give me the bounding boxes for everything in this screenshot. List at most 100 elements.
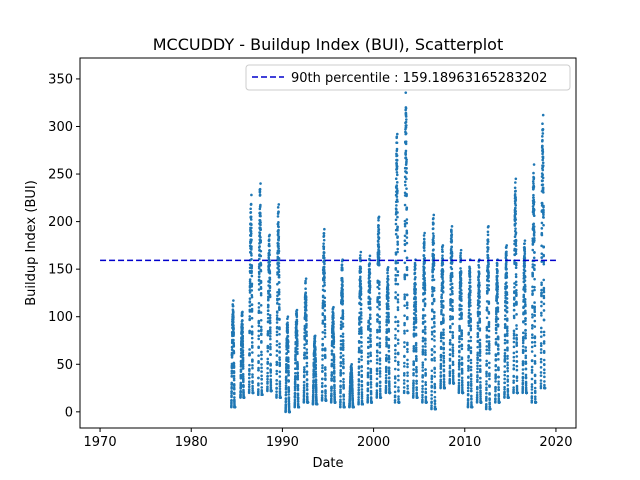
scatter-point bbox=[524, 349, 528, 352]
scatter-point bbox=[439, 336, 443, 340]
scatter-point bbox=[259, 214, 262, 218]
scatter-point bbox=[403, 295, 407, 299]
scatter-point bbox=[269, 337, 272, 341]
scatter-point bbox=[396, 228, 399, 232]
scatter-point bbox=[496, 323, 500, 327]
scatter-point bbox=[369, 351, 372, 355]
scatter-point bbox=[422, 254, 426, 257]
scatter-point bbox=[278, 342, 281, 346]
scatter-point bbox=[487, 312, 491, 315]
scatter-point bbox=[498, 401, 501, 404]
scatter-point bbox=[257, 337, 260, 341]
scatter-point bbox=[468, 296, 471, 299]
scatter-point bbox=[293, 378, 297, 382]
scatter-point bbox=[377, 231, 381, 235]
scatter-point bbox=[522, 331, 525, 335]
scatter-point bbox=[442, 343, 445, 346]
scatter-point bbox=[376, 330, 379, 334]
scatter-point bbox=[388, 384, 391, 388]
scatter-point bbox=[323, 356, 327, 360]
scatter-point bbox=[278, 375, 282, 378]
scatter-point bbox=[323, 316, 327, 319]
scatter-point bbox=[512, 340, 516, 344]
scatter-point bbox=[268, 313, 272, 317]
scatter-point bbox=[339, 346, 343, 350]
scatter-point bbox=[247, 385, 251, 389]
scatter-point bbox=[524, 322, 527, 326]
scatter-point bbox=[514, 204, 518, 207]
scatter-point bbox=[521, 368, 525, 371]
scatter-point bbox=[396, 352, 400, 356]
scatter-point bbox=[368, 272, 372, 275]
scatter-point bbox=[485, 316, 489, 320]
scatter-point bbox=[514, 242, 518, 245]
scatter-point bbox=[477, 278, 480, 282]
scatter-point bbox=[432, 299, 436, 303]
scatter-point bbox=[321, 364, 324, 367]
scatter-point bbox=[530, 399, 534, 402]
scatter-point bbox=[396, 360, 400, 364]
scatter-point bbox=[232, 315, 235, 319]
scatter-point bbox=[461, 386, 464, 390]
scatter-point bbox=[514, 177, 518, 181]
scatter-point bbox=[505, 306, 509, 310]
scatter-point bbox=[523, 288, 527, 291]
scatter-point bbox=[479, 389, 482, 393]
scatter-point bbox=[506, 339, 509, 343]
scatter-point bbox=[433, 390, 437, 394]
scatter-point bbox=[258, 207, 262, 211]
scatter-point bbox=[339, 372, 343, 376]
scatter-point bbox=[421, 361, 425, 364]
scatter-point bbox=[485, 306, 489, 309]
scatter-point bbox=[275, 363, 279, 366]
scatter-point bbox=[369, 327, 372, 331]
scatter-point bbox=[403, 329, 406, 333]
scatter-point bbox=[503, 385, 506, 389]
scatter-point bbox=[241, 326, 244, 329]
scatter-point bbox=[266, 360, 270, 364]
scatter-point bbox=[515, 338, 519, 341]
scatter-point bbox=[386, 283, 390, 287]
scatter-point bbox=[505, 310, 509, 313]
scatter-point bbox=[387, 327, 391, 331]
scatter-point bbox=[414, 320, 418, 323]
scatter-point bbox=[433, 371, 437, 374]
scatter-point bbox=[395, 165, 399, 168]
scatter-point bbox=[295, 308, 299, 312]
scatter-point bbox=[332, 360, 336, 364]
scatter-point bbox=[375, 395, 379, 398]
scatter-point bbox=[232, 320, 235, 324]
scatter-point bbox=[249, 207, 252, 211]
scatter-point bbox=[314, 375, 318, 378]
scatter-point bbox=[359, 254, 362, 257]
scatter-point bbox=[448, 370, 452, 373]
scatter-point bbox=[259, 293, 263, 297]
scatter-point bbox=[288, 410, 292, 414]
scatter-point bbox=[305, 361, 309, 365]
scatter-point bbox=[495, 315, 498, 319]
scatter-point bbox=[360, 332, 363, 335]
scatter-point bbox=[412, 389, 415, 393]
scatter-point bbox=[385, 335, 388, 339]
scatter-point bbox=[323, 227, 326, 231]
scatter-point bbox=[257, 288, 261, 291]
scatter-point bbox=[405, 206, 409, 209]
scatter-point bbox=[369, 383, 373, 386]
scatter-point bbox=[278, 382, 282, 386]
scatter-point bbox=[403, 354, 406, 358]
scatter-point bbox=[531, 289, 534, 293]
scatter-point bbox=[367, 324, 370, 328]
scatter-point bbox=[277, 273, 281, 277]
scatter-point bbox=[513, 282, 516, 285]
scatter-point bbox=[505, 260, 508, 264]
scatter-point bbox=[386, 299, 390, 303]
scatter-point bbox=[515, 313, 518, 316]
scatter-point bbox=[515, 324, 518, 327]
scatter-point bbox=[467, 308, 471, 312]
scatter-point bbox=[305, 330, 308, 334]
scatter-point bbox=[478, 370, 482, 374]
scatter-point bbox=[302, 386, 306, 390]
scatter-point bbox=[294, 367, 297, 371]
scatter-point bbox=[469, 335, 473, 339]
scatter-point bbox=[323, 349, 327, 352]
